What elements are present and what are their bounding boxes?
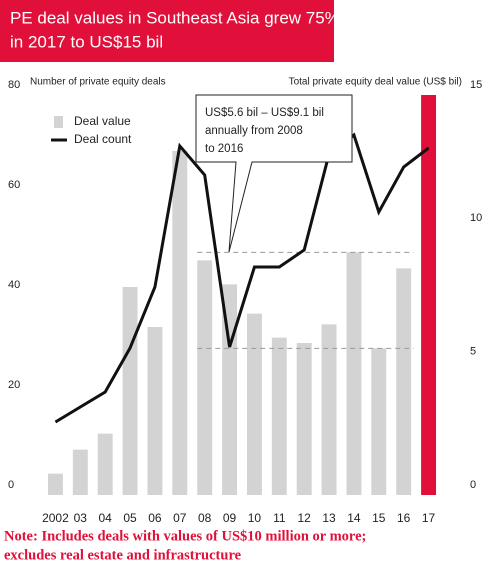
bar — [47, 473, 63, 495]
annotation-box — [195, 94, 353, 253]
bar — [97, 433, 113, 495]
bar — [147, 327, 163, 495]
legend-label: Deal value — [74, 114, 131, 128]
bar — [321, 324, 337, 495]
legend-box — [46, 107, 161, 151]
x-tick-label: 17 — [422, 511, 436, 525]
line — [54, 132, 430, 424]
annotation: annually from 2008 — [205, 125, 303, 137]
x-tick-label: 06 — [148, 511, 162, 525]
x-tick-label: 12 — [298, 511, 312, 525]
y2-tick-label: 10 — [470, 212, 482, 224]
bar — [197, 260, 213, 495]
chart-title: PE deal values in Southeast Asia grew 75… — [10, 8, 340, 27]
title-box — [0, 0, 334, 62]
x-tick-label: 08 — [198, 511, 212, 525]
x-tick-label: 09 — [223, 511, 237, 525]
bar — [72, 449, 88, 495]
bar — [271, 337, 287, 495]
y-axis-label: Number of private equity deals — [30, 77, 166, 88]
bar — [346, 252, 362, 495]
x-tick-label: 03 — [74, 511, 88, 525]
x-tick-label: 15 — [372, 511, 386, 525]
note: excludes real estate and infrastructure — [4, 547, 242, 563]
y-tick-label: 0 — [8, 479, 14, 491]
x-tick-label: 13 — [322, 511, 336, 525]
x-tick-label: 05 — [123, 511, 137, 525]
y-tick-label: 60 — [8, 179, 20, 191]
x-tick-label: 14 — [347, 511, 361, 525]
bar — [421, 95, 437, 495]
bar — [246, 313, 262, 495]
legend-swatch — [54, 116, 63, 128]
x-tick-label: 16 — [397, 511, 411, 525]
bar — [122, 287, 138, 495]
y2-tick-label: 5 — [470, 346, 476, 358]
x-tick-label: 10 — [248, 511, 262, 525]
x-tick-label: 07 — [173, 511, 187, 525]
chart-title: in 2017 to US$15 bil — [10, 32, 163, 51]
y-tick-label: 80 — [8, 79, 20, 91]
x-tick-label: 04 — [99, 511, 113, 525]
x-tick-label: 2002 — [42, 511, 69, 525]
note: Note: Includes deals with values of US$1… — [4, 528, 366, 544]
y-tick-label: 20 — [8, 379, 20, 391]
bar — [296, 343, 312, 495]
annotation: US$5.6 bil – US$9.1 bil — [205, 107, 324, 119]
bar — [371, 348, 387, 495]
y2-tick-label: 0 — [470, 479, 476, 491]
x-tick-label: 11 — [273, 511, 286, 525]
y2-axis-label: Total private equity deal value (US$ bil… — [289, 77, 462, 88]
bar — [396, 268, 412, 495]
bar — [172, 151, 188, 495]
legend-label: Deal count — [74, 132, 132, 146]
y-tick-label: 40 — [8, 279, 20, 291]
annotation: to 2016 — [205, 143, 243, 155]
y2-tick-label: 15 — [470, 79, 482, 91]
